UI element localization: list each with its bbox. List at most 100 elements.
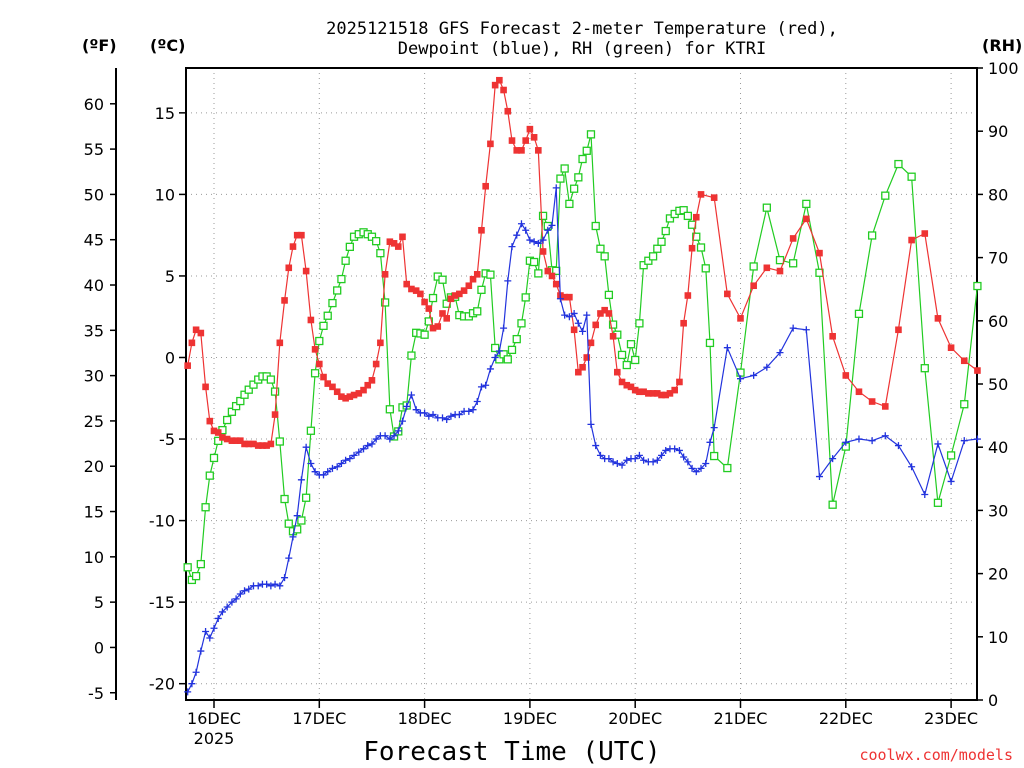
dewpoint-point [579,328,586,335]
dewpoint-point [592,442,599,449]
rh-tick-label: 0 [988,691,998,710]
dewpoint-point [276,582,283,589]
rh-point [334,287,341,294]
temperature-point [737,315,744,322]
temperature-point [764,264,771,271]
rh-point [636,320,643,327]
fahrenheit-tick-label: 20 [84,457,104,476]
dewpoint-point [553,184,560,191]
temperature-point [487,141,494,148]
rh-point [632,356,639,363]
temperature-point [395,243,402,250]
temperature-point [290,243,297,250]
dewpoint-point [206,635,213,642]
chart-title: 2025121518 GFS Forecast 2-meter Temperat… [326,19,838,59]
dewpoint-point [272,581,279,588]
rh-point [224,417,231,424]
rh-point [193,573,200,580]
temperature-point [320,374,327,381]
dewpoint-point [504,277,511,284]
temperature-point [522,137,529,144]
temperature-point [421,299,428,306]
temperature-point [843,372,850,379]
dewpoint-point [921,491,928,498]
rh-point [654,245,661,252]
dewpoint-point [470,406,477,413]
temperature-point [443,315,450,322]
rh-point [706,339,713,346]
rh-point [790,260,797,267]
dewpoint-point [908,463,915,470]
dewpoint-point [671,445,678,452]
temperature-point [610,333,617,340]
date-label: 22DEC [819,709,873,728]
celsius-tick-label: -5 [159,430,175,449]
rh-tick-label: 90 [988,122,1008,141]
rh-point [377,250,384,257]
dewpoint-point [439,414,446,421]
rh-point [592,223,599,230]
temperature-point [527,126,534,133]
dewpoint-point [803,326,810,333]
rh-point [513,336,520,343]
celsius-tick-label: -15 [149,593,175,612]
temperature-point [974,367,981,374]
rh-point [421,331,428,338]
temperature-point [935,315,942,322]
celsius-tick-label: 5 [165,267,175,286]
rh-point [702,265,709,272]
dewpoint-point [298,476,305,483]
dewpoint-point [408,392,415,399]
fahrenheit-tick-label: 45 [84,231,104,250]
chart: 2025121518 GFS Forecast 2-meter Temperat… [0,0,1024,768]
rh-point [474,308,481,315]
dewpoint-series [184,184,981,695]
fahrenheit-tick-label: 50 [84,185,104,204]
rh-point [601,253,608,260]
rh-point [803,200,810,207]
rh-point [303,494,310,501]
rh-point [338,276,345,283]
temperature-point [614,369,621,376]
temperature-point [676,379,683,386]
rh-point [934,499,941,506]
dewpoint-point [478,383,485,390]
dewpoint-point [513,232,520,239]
rh-point [619,351,626,358]
rh-point [508,346,515,353]
rh-point [711,453,718,460]
dewpoint-point [211,625,218,632]
rh-point [882,192,889,199]
temperature-point [571,326,578,333]
rh-point [272,388,279,395]
temperature-point [308,317,315,324]
dewpoint-point [430,411,437,418]
temperature-point [466,282,473,289]
credit-text[interactable]: coolwx.com/models [859,746,1013,764]
rh-point [921,365,928,372]
rh-point [184,564,191,571]
temperature-point [531,134,538,141]
dewpoint-point [355,449,362,456]
dewpoint-point [245,586,252,593]
rh-tick-label: 20 [988,565,1008,584]
dewpoint-point [561,312,568,319]
dewpoint-point [329,465,336,472]
temperature-point [268,441,275,448]
temperature-point [882,403,889,410]
rh-point [197,561,204,568]
fahrenheit-tick-label: 5 [94,593,104,612]
rh-point [597,245,604,252]
dewpoint-point [587,421,594,428]
temperature-point [724,291,731,298]
dewpoint-point [285,555,292,562]
temperature-point [303,268,310,275]
dewpoint-point [974,436,981,443]
fahrenheit-tick-label: 60 [84,95,104,114]
fahrenheit-tick-label: 55 [84,140,104,159]
rh-point [281,496,288,503]
dewpoint-point [267,582,274,589]
rh-tick-label: 10 [988,628,1008,647]
temperature-point [566,294,573,301]
date-label: 21DEC [714,709,768,728]
